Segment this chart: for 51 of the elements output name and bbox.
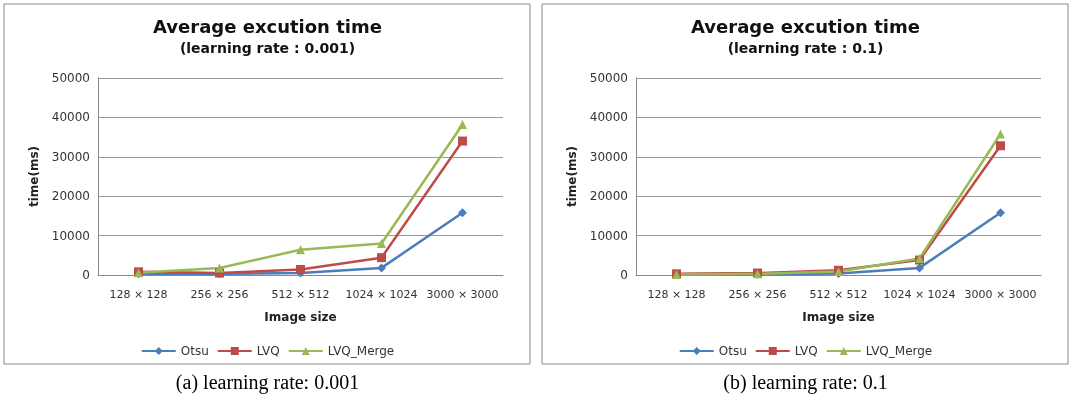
point (377, 253, 386, 263)
point (915, 263, 924, 273)
x-tick-label: 1024 × 1024 (883, 288, 956, 301)
x-axis-title: Image size (802, 310, 875, 324)
y-tick-label: 30000 (51, 149, 90, 164)
y-tick-label: 0 (620, 268, 628, 282)
point (215, 263, 224, 273)
chart-title: Average excution time (153, 15, 382, 37)
point (377, 263, 386, 273)
y-tick-label: 20000 (51, 189, 90, 204)
y-tick-label: 30000 (589, 149, 628, 164)
x-tick-label: 256 × 256 (728, 288, 787, 301)
point (996, 129, 1005, 139)
x-tick-label: 128 × 128 (647, 288, 706, 301)
x-tick-label: 1024 × 1024 (345, 288, 418, 301)
point (296, 245, 305, 255)
point (377, 238, 386, 248)
chart-subtitle: (learning rate : 0.001) (179, 40, 356, 56)
y-tick-label: 10000 (589, 228, 628, 243)
legend-label: LVQ_Merge (327, 344, 395, 358)
x-tick-label: 3000 × 3000 (426, 288, 499, 301)
y-axis-title: time(ms) (27, 145, 41, 208)
chart-title: Average excution time (691, 15, 920, 37)
y-tick-label: 20000 (589, 189, 628, 204)
x-tick-label: 128 × 128 (109, 288, 168, 301)
x-tick-label: 512 × 512 (809, 288, 868, 301)
y-tick-label: 10000 (51, 228, 90, 243)
chart-subtitle: (learning rate : 0.1) (727, 40, 884, 56)
point (458, 136, 467, 146)
point (996, 141, 1005, 151)
y-axis-title: time(ms) (565, 145, 579, 208)
point (458, 208, 467, 218)
point (996, 208, 1005, 218)
y-tick-label: 0 (82, 268, 90, 282)
legend-label: Otsu (718, 344, 747, 358)
text: (a) learning rate: 0.001 (175, 371, 360, 394)
point (296, 264, 305, 274)
legend-label: LVQ_Merge (865, 344, 933, 358)
legend-label: LVQ (256, 344, 280, 358)
point (458, 119, 467, 129)
y-tick-label: 40000 (589, 110, 628, 125)
x-axis-title: Image size (264, 310, 337, 324)
x-tick-label: 3000 × 3000 (964, 288, 1037, 301)
x-tick-label: 256 × 256 (190, 288, 249, 301)
y-tick-label: 40000 (51, 110, 90, 125)
y-tick-label: 50000 (589, 71, 628, 85)
legend-label: LVQ (794, 344, 818, 358)
legend-label: Otsu (180, 344, 209, 358)
y-tick-label: 50000 (51, 71, 90, 85)
x-tick-label: 512 × 512 (271, 288, 330, 301)
text: (b) learning rate: 0.1 (723, 371, 888, 394)
